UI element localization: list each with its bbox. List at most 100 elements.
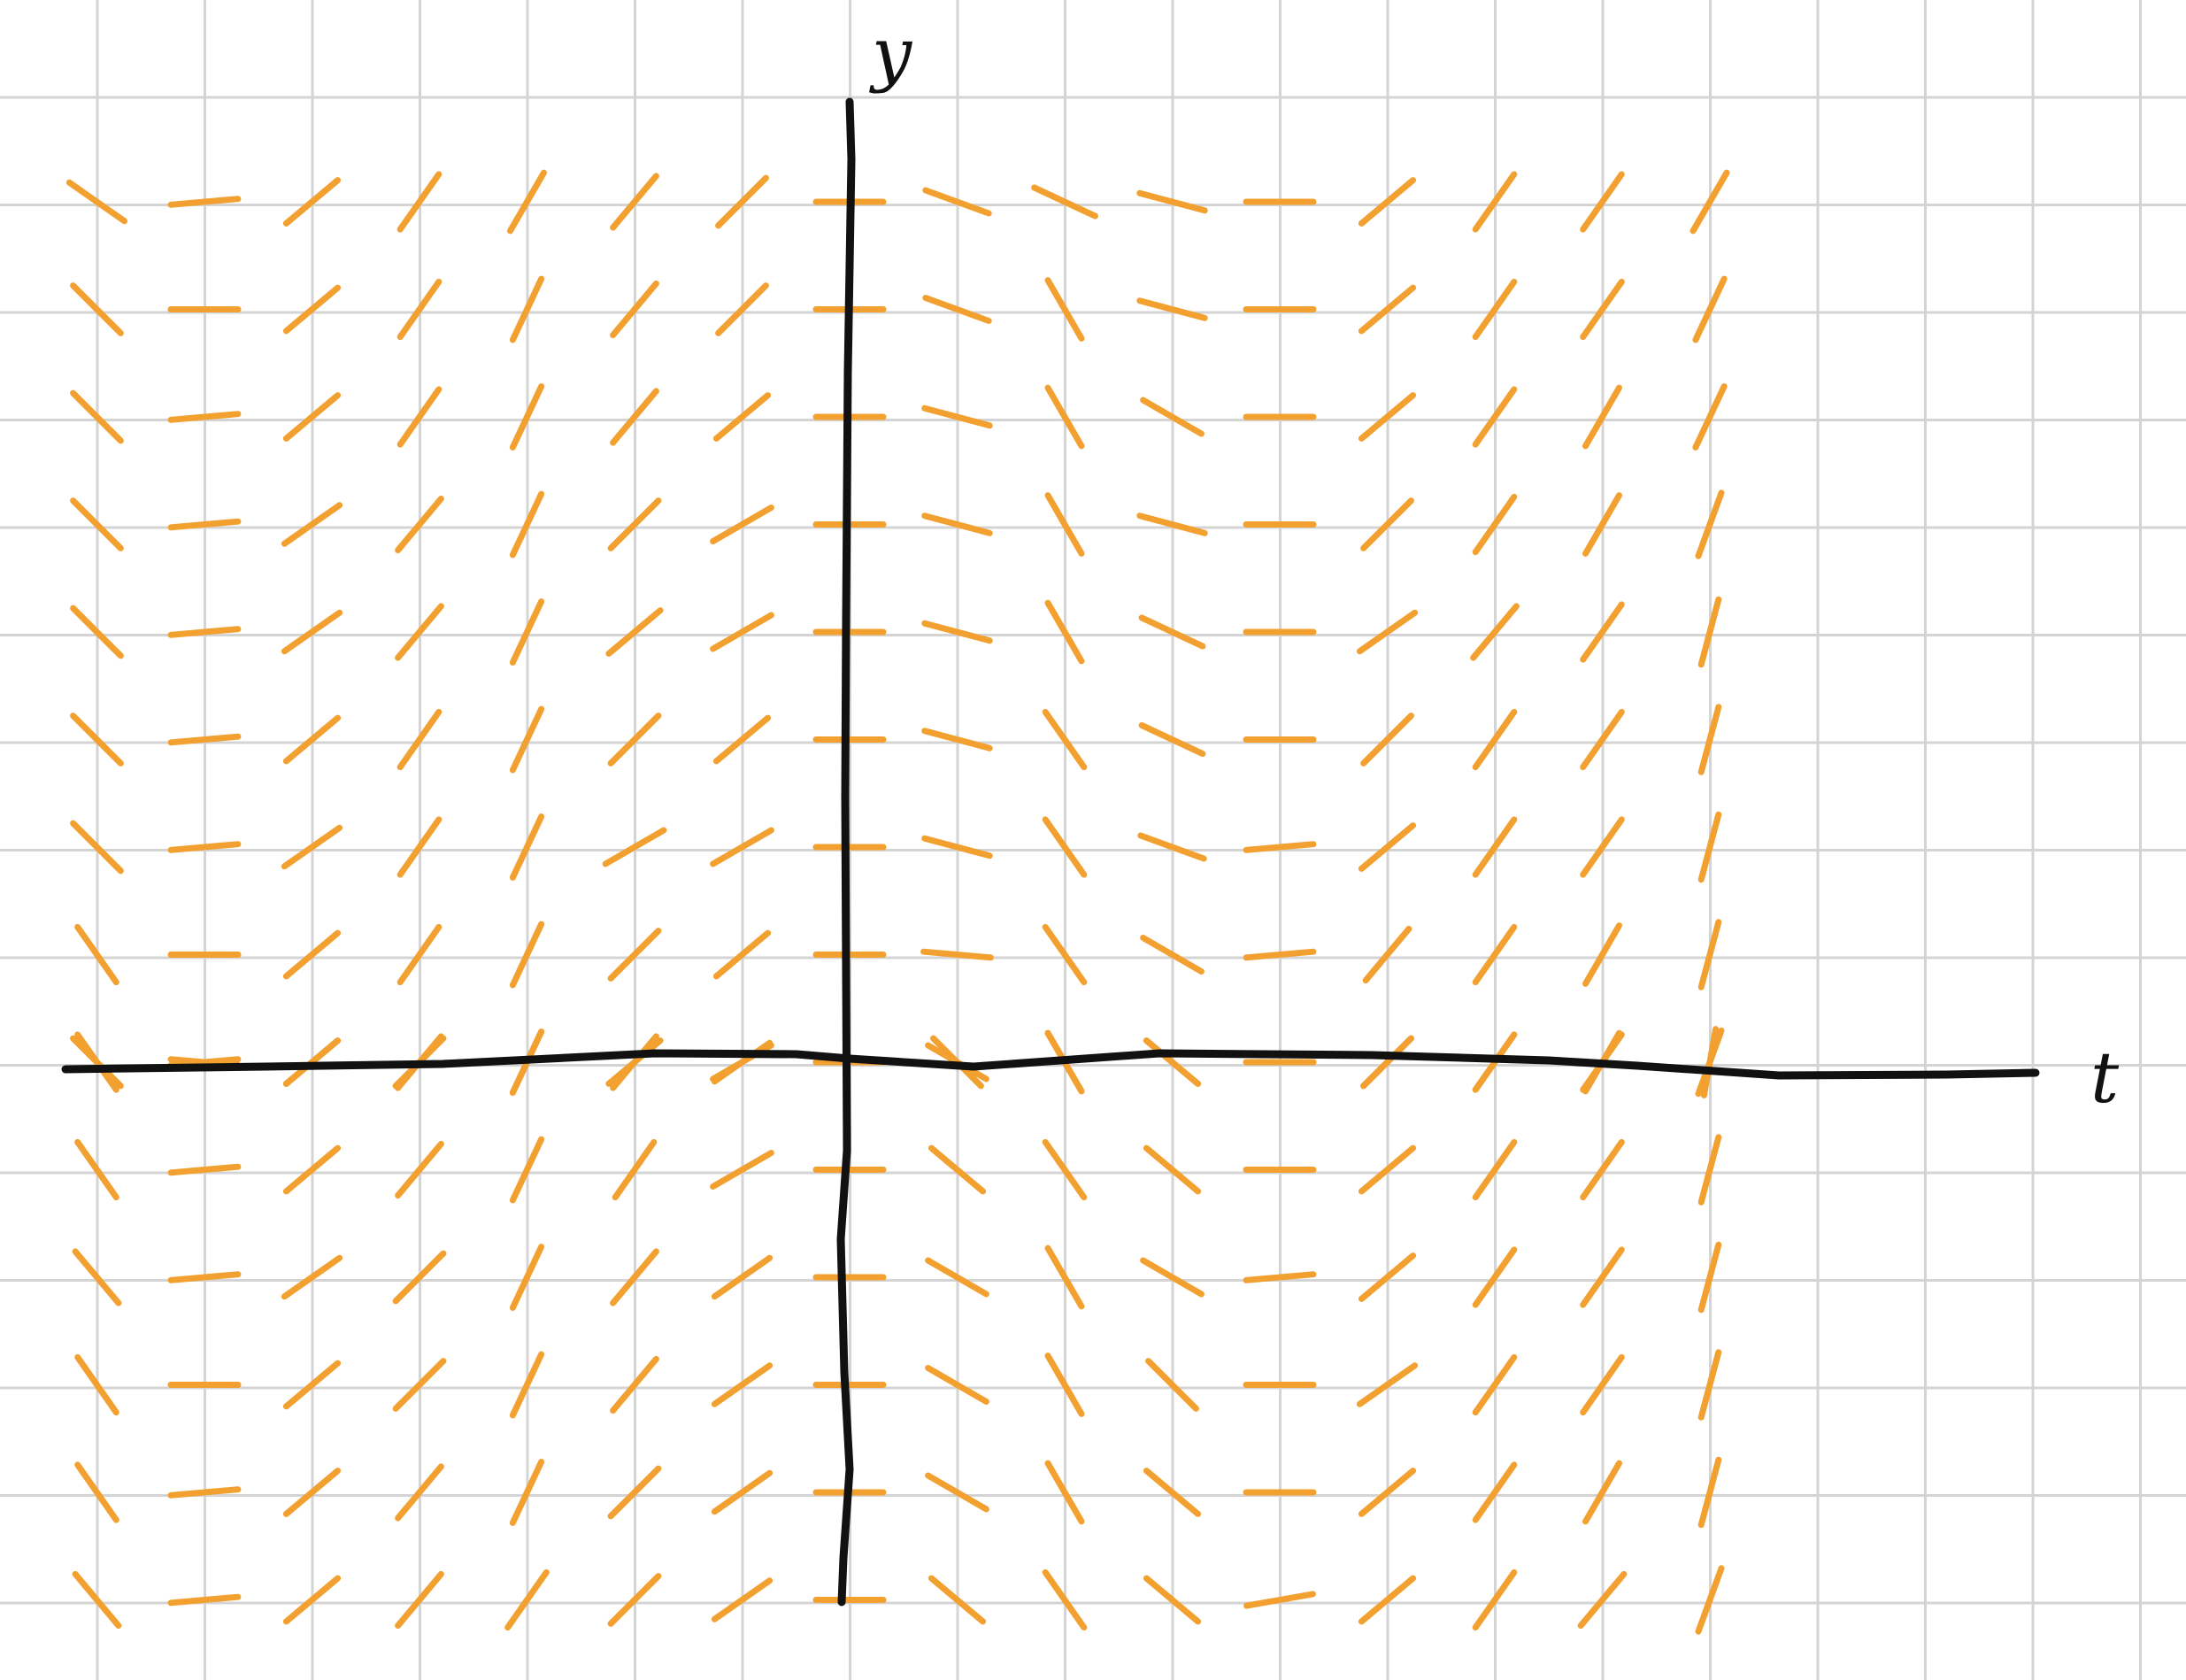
slope-mark	[1140, 1257, 1205, 1298]
slope-mark	[607, 497, 662, 551]
slope-mark-on-t-axis	[610, 1033, 659, 1091]
slope-mark	[509, 705, 545, 774]
slope-mark	[1582, 492, 1622, 557]
slope-mark	[167, 841, 242, 853]
slope-mark	[395, 1140, 444, 1199]
slope-mark	[167, 411, 242, 423]
slope-mark	[605, 607, 664, 657]
slope-mark	[70, 389, 124, 444]
slope-mark	[1140, 935, 1205, 975]
slope-mark	[712, 392, 772, 442]
slope-mark	[710, 612, 774, 652]
slope-mark	[610, 388, 659, 446]
slope-mark	[1143, 1468, 1202, 1517]
slope-mark	[1695, 489, 1725, 559]
slope-mark	[1580, 278, 1625, 341]
slope-mark	[1136, 512, 1208, 536]
slope-mark	[607, 713, 662, 767]
slope-mark	[1470, 603, 1520, 661]
slope-mark	[74, 1461, 119, 1523]
slope-mark	[507, 169, 547, 235]
slope-mark	[509, 1136, 545, 1204]
slope-mark	[282, 1468, 342, 1517]
slope-mark	[509, 813, 545, 881]
slope-mark	[1692, 383, 1728, 451]
slope-mark-on-t-axis	[1360, 1035, 1414, 1090]
slope-mark	[928, 1144, 987, 1195]
slope-mark	[1136, 297, 1208, 321]
slope-mark-on-t-axis	[1143, 1037, 1202, 1087]
slope-mark	[1582, 384, 1622, 450]
slope-mark	[509, 921, 545, 989]
slope-mark	[396, 816, 443, 878]
slope-mark	[282, 177, 342, 227]
slope-mark	[1697, 596, 1722, 668]
slope-mark	[509, 1351, 545, 1419]
slope-mark	[65, 179, 128, 225]
slope-mark	[74, 1138, 119, 1201]
slope-mark	[509, 598, 545, 666]
slope-mark	[1472, 1461, 1518, 1523]
slope-mark	[72, 1570, 122, 1630]
slope-mark	[167, 733, 242, 746]
slope-mark	[610, 173, 659, 231]
slope-mark	[1243, 948, 1317, 961]
slope-mark	[610, 1355, 659, 1414]
slope-mark	[1472, 816, 1518, 878]
slope-mark	[396, 171, 443, 233]
slope-mark	[610, 280, 659, 339]
slope-mark	[1580, 816, 1625, 878]
slope-mark	[509, 1459, 545, 1526]
slope-mark	[921, 620, 993, 644]
slope-mark	[395, 1463, 444, 1522]
slope-mark	[612, 1138, 658, 1201]
slope-mark	[1690, 169, 1730, 235]
slope-mark	[1137, 832, 1207, 862]
slope-mark	[1358, 1468, 1417, 1517]
slope-mark	[1136, 189, 1208, 214]
slope-mark	[710, 505, 774, 544]
slope-mark	[504, 1568, 550, 1631]
slope-mark	[282, 392, 342, 442]
slope-mark	[1472, 1138, 1518, 1201]
slope-mark	[509, 1244, 545, 1311]
t-axis	[61, 1049, 2040, 1080]
slope-mark	[392, 1358, 447, 1412]
slope-mark	[70, 497, 124, 551]
slope-mark	[1472, 1246, 1518, 1308]
slope-mark	[1472, 708, 1518, 771]
slope-mark	[1044, 1245, 1085, 1310]
slope-mark	[1580, 1246, 1625, 1308]
slope-mark	[1145, 1358, 1199, 1412]
slope-mark	[72, 1248, 122, 1306]
slope-mark	[1697, 1456, 1722, 1529]
slope-mark	[281, 1254, 343, 1300]
slope-mark	[1138, 614, 1206, 650]
slope-mark	[1356, 1362, 1419, 1407]
y-axis	[836, 97, 856, 1607]
slope-mark	[1358, 1144, 1417, 1195]
slope-mark	[509, 490, 545, 559]
slope-mark	[715, 174, 769, 229]
slope-mark	[1358, 1575, 1417, 1625]
slope-mark	[712, 929, 772, 980]
slope-mark	[1044, 277, 1085, 342]
slope-mark	[925, 1257, 989, 1298]
slope-mark	[282, 1144, 342, 1195]
slope-mark	[1697, 1349, 1722, 1421]
slope-mark	[282, 929, 342, 980]
slope-mark	[1360, 497, 1414, 551]
slope-mark	[70, 713, 124, 767]
slope-mark	[922, 187, 992, 217]
slope-mark	[1140, 397, 1205, 437]
slope-mark	[1697, 704, 1722, 775]
slope-mark	[1472, 171, 1518, 233]
slope-mark	[1580, 601, 1625, 663]
slope-mark	[928, 1575, 987, 1625]
slope-mark	[1143, 1144, 1202, 1195]
slope-mark	[74, 1353, 119, 1416]
slope-mark	[282, 1575, 342, 1625]
slope-mark	[711, 1469, 774, 1515]
slope-mark	[1697, 919, 1722, 990]
